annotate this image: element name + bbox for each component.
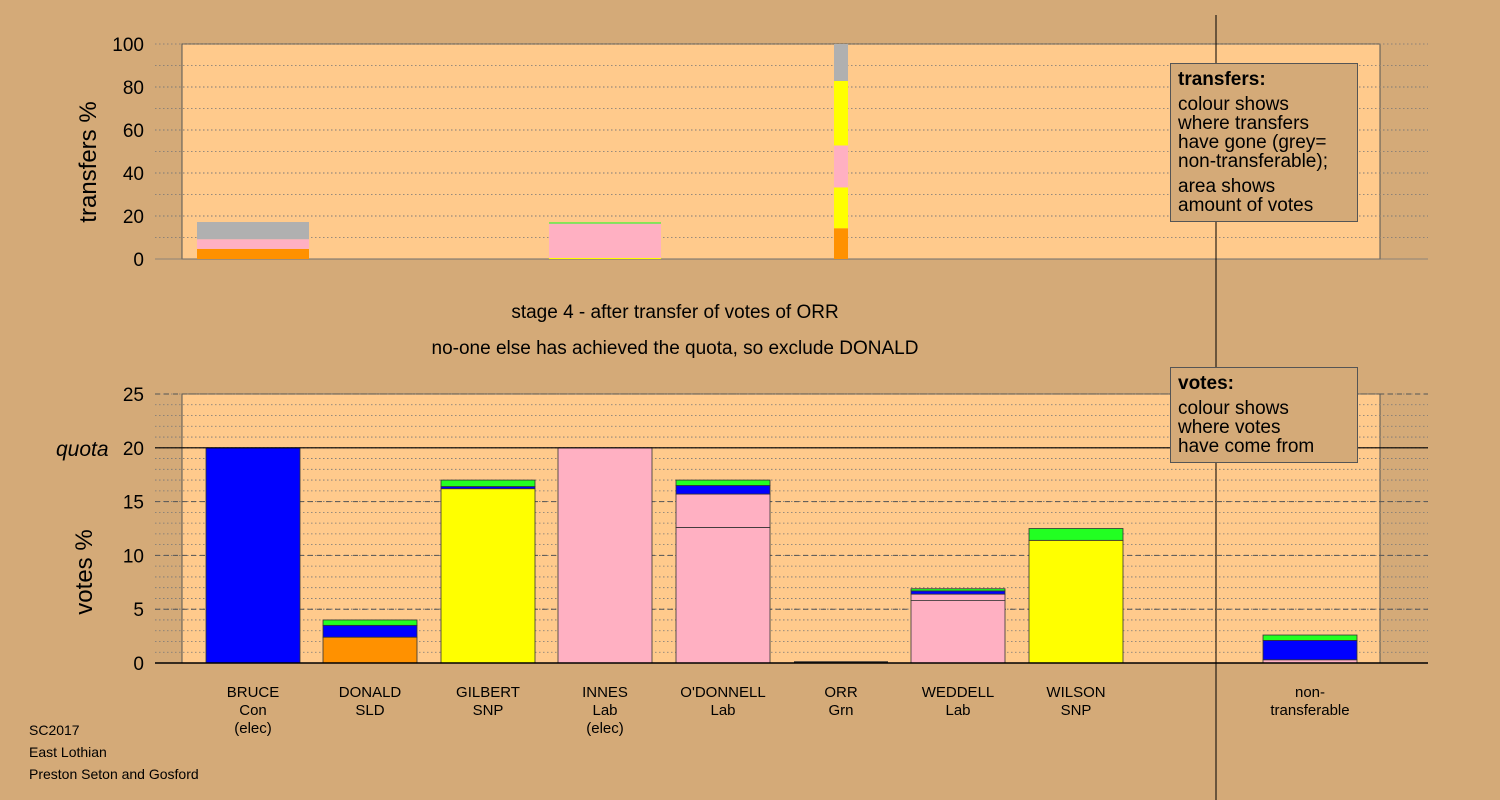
candidate-name: BRUCE [227, 684, 280, 701]
y-axis-label: votes % [71, 529, 98, 614]
vote-bar-segment [675, 485, 771, 495]
y-tick-label: 15 [123, 493, 144, 514]
votes-legend-line: where votes [1178, 417, 1281, 438]
candidate-party: SNP [1061, 702, 1092, 719]
transfer-bar-segment [549, 222, 661, 224]
transfer-bar-segment [834, 145, 848, 188]
vote-bar-segment [1262, 634, 1358, 641]
y-tick-label: 80 [123, 78, 144, 99]
vote-bar-segment [1028, 528, 1124, 541]
candidate-party: Con [239, 702, 267, 719]
transfer-bar-segment [549, 257, 661, 259]
y-tick-label: 0 [133, 250, 144, 271]
vote-bar-segment [557, 447, 653, 664]
y-tick-label: 20 [123, 207, 144, 228]
candidate-name: WEDDELL [922, 684, 995, 701]
candidate-name: ORR [824, 684, 858, 701]
vote-bar-segment [1028, 539, 1124, 664]
votes-legend-title: votes: [1178, 373, 1234, 394]
vote-bar-segment [675, 479, 771, 486]
candidate-name: GILBERT [456, 684, 520, 701]
transfers-legend-line: where transfers [1178, 113, 1309, 134]
transfers-legend-title: transfers: [1178, 69, 1266, 90]
transfers-legend: transfers: colour shows where transfers … [1170, 63, 1358, 222]
vote-bar-segment [910, 600, 1006, 664]
transfer-bar-segment [834, 80, 848, 146]
y-tick-label: 25 [123, 385, 144, 406]
vote-bar-segment [910, 593, 1006, 601]
transfer-bar-segment [197, 239, 309, 249]
transfers-legend-line: non-transferable); [1178, 151, 1328, 172]
footer-election: SC2017 [29, 722, 80, 738]
transfer-bar-segment [834, 44, 848, 81]
votes-legend: votes: colour shows where votes have com… [1170, 367, 1358, 463]
candidate-name: O'DONNELL [680, 684, 765, 701]
transfer-bar-segment [197, 248, 309, 259]
candidate-name: non- [1295, 684, 1325, 701]
vote-bar-segment [1262, 640, 1358, 661]
y-tick-label: 20 [123, 439, 144, 460]
candidate-party: Lab [710, 702, 735, 719]
stage-title: stage 4 - after transfer of votes of ORR [511, 302, 838, 323]
quota-label: quota [56, 438, 109, 461]
vote-bar-segment [440, 479, 536, 487]
transfer-bar-segment [549, 223, 661, 258]
exclusion-note: no-one else has achieved the quota, so e… [432, 338, 919, 359]
y-axis-label: transfers % [75, 101, 102, 222]
vote-bar-segment [675, 493, 771, 528]
candidate-party: Lab [945, 702, 970, 719]
y-tick-label: 40 [123, 164, 144, 185]
vote-bar-segment [322, 636, 418, 664]
y-tick-label: 10 [123, 546, 144, 567]
footer-council: East Lothian [29, 744, 107, 760]
transfers-legend-line: have gone (grey= [1178, 132, 1327, 153]
votes-legend-line: have come from [1178, 436, 1315, 457]
candidate-party: transferable [1270, 702, 1349, 719]
candidate-status: (elec) [234, 720, 272, 737]
candidate-party: Lab [592, 702, 617, 719]
vote-bar-segment [205, 447, 301, 664]
y-tick-label: 60 [123, 121, 144, 142]
candidate-name: INNES [582, 684, 628, 701]
candidate-name: WILSON [1046, 684, 1105, 701]
vote-bar-segment [910, 588, 1006, 592]
y-tick-label: 100 [112, 35, 144, 56]
vote-bar-segment [440, 488, 536, 664]
transfer-bar-segment [834, 228, 848, 259]
vote-bar-segment [322, 624, 418, 638]
transfers-legend-line: colour shows [1178, 94, 1289, 115]
transfers-legend-line: area shows [1178, 176, 1276, 197]
candidate-party: Grn [828, 702, 853, 719]
transfer-bar-segment [197, 222, 309, 240]
vote-bar-segment [675, 527, 771, 664]
candidate-party: SNP [473, 702, 504, 719]
footer: SC2017 East Lothian Preston Seton and Go… [29, 719, 199, 785]
transfers-legend-line: amount of votes [1178, 195, 1314, 216]
votes-legend-line: colour shows [1178, 398, 1289, 419]
transfer-bar-segment [834, 187, 848, 229]
y-tick-label: 0 [133, 654, 144, 675]
y-tick-label: 5 [133, 600, 144, 621]
footer-ward: Preston Seton and Gosford [29, 766, 199, 782]
vote-bar-segment [322, 619, 418, 626]
candidate-party: SLD [355, 702, 384, 719]
vote-bar-segment [910, 590, 1006, 595]
candidate-status: (elec) [586, 720, 624, 737]
candidate-name: DONALD [339, 684, 402, 701]
